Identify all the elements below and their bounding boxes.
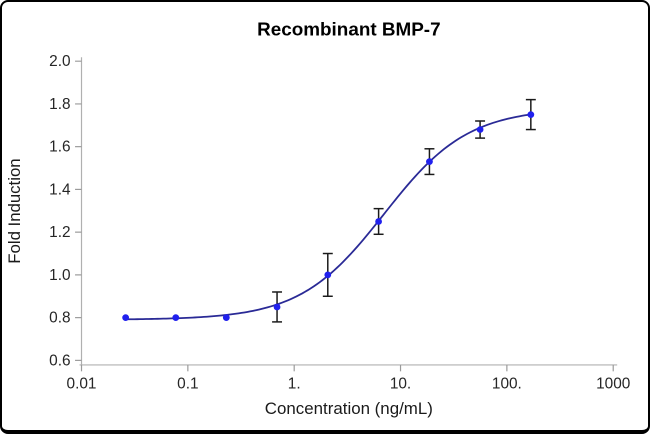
y-tick-label: 1.6 <box>49 139 70 156</box>
axes: 0.01 0.1 1. 10. 100. 1000 0.6 0.8 1.0 1.2 1.4 1.6 1.… <box>49 53 630 392</box>
data-point <box>273 303 281 311</box>
y-tick-label: 2.0 <box>49 53 70 70</box>
y-tick-label: 1.4 <box>49 181 71 198</box>
data-point <box>375 218 382 225</box>
y-tick-label: 1.2 <box>49 224 70 241</box>
data-point <box>122 314 130 321</box>
y-tick-label: 0.8 <box>49 310 70 327</box>
x-axis-label: Concentration (ng/mL) <box>265 399 433 418</box>
data-point <box>426 158 433 165</box>
chart-title: Recombinant BMP-7 <box>257 19 440 40</box>
data-point <box>324 271 332 279</box>
data-points <box>122 111 535 321</box>
x-tick-label: 100. <box>492 376 522 393</box>
data-point <box>222 314 230 321</box>
y-axis-label: Fold Induction <box>5 158 24 263</box>
y-tick-label: 1.8 <box>49 96 70 113</box>
x-tick-label: 1000 <box>596 376 630 393</box>
y-tick-label: 0.6 <box>49 352 70 369</box>
y-tick-label: 1.0 <box>49 267 70 284</box>
data-point <box>476 126 484 133</box>
data-point <box>527 111 535 118</box>
x-tick-label: 1. <box>288 376 301 393</box>
x-tick-label: 0.1 <box>177 376 198 393</box>
x-tick-label: 0.01 <box>67 376 97 393</box>
data-point <box>172 314 180 321</box>
x-tick-label: 10. <box>390 376 411 393</box>
